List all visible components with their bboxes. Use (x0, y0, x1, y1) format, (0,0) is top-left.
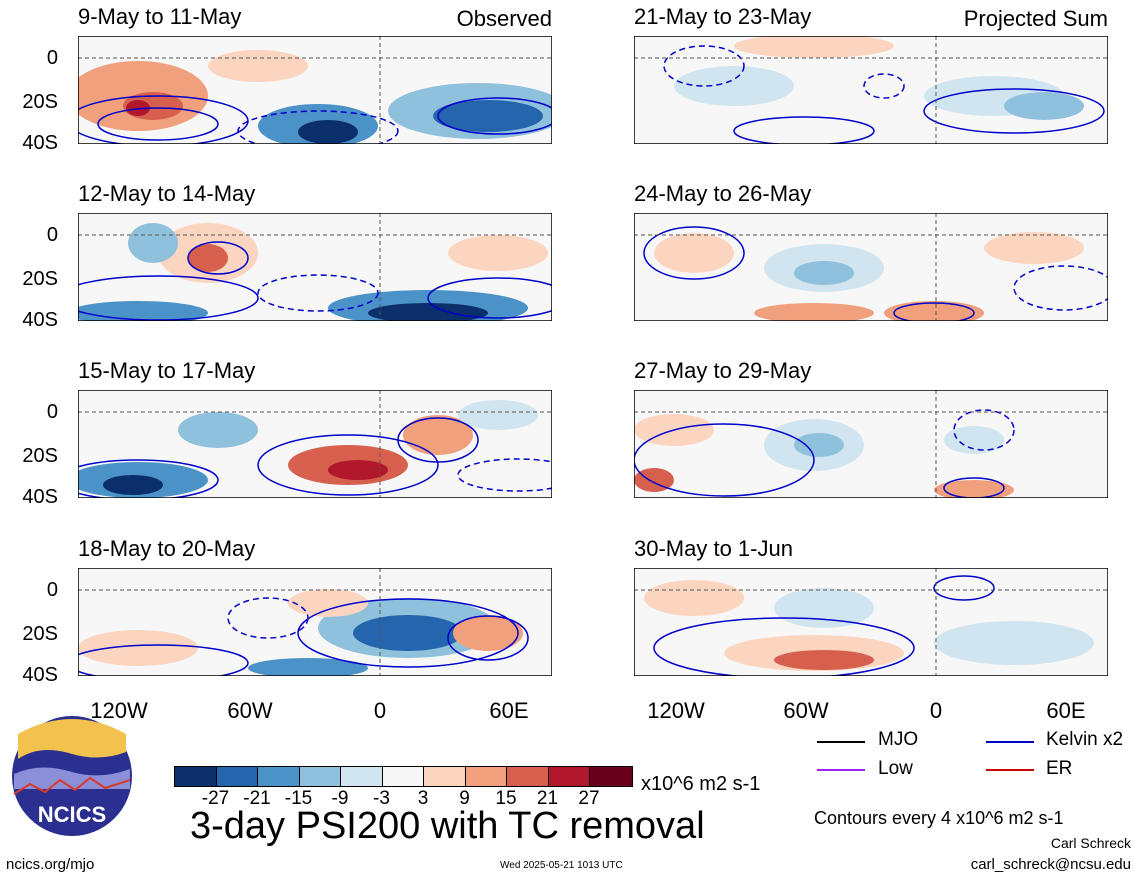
lon-label: 0 (929, 698, 943, 723)
lat-label: 20S (22, 623, 58, 645)
panel-title: 9-May to 11-May (78, 4, 242, 29)
map-field (634, 568, 1108, 676)
map-field (78, 213, 552, 321)
colorbar-tick-label: -15 (284, 788, 313, 809)
panel-title: 15-May to 17-May (78, 358, 256, 383)
map-field (78, 36, 552, 144)
site-link[interactable]: ncics.org/mjo (6, 856, 95, 873)
lat-label: 0 (46, 224, 58, 246)
author: Carl Schreck (1050, 835, 1131, 851)
logo-text: NCICS (37, 802, 107, 827)
panel-left-4: 18-May to 20-May (78, 536, 552, 676)
lon-label: 60W (227, 698, 273, 723)
legend-line-er (986, 769, 1034, 771)
lon-label: 60E (1046, 698, 1086, 723)
panel-label: Projected Sum (963, 6, 1108, 31)
map-field (78, 568, 552, 676)
map-field (634, 390, 1108, 498)
lat-label: 0 (46, 47, 58, 69)
ncics-logo: NCICS (10, 714, 134, 838)
panel-title: 27-May to 29-May (634, 358, 812, 383)
colorbar-box (175, 767, 217, 786)
lon-label: 60E (489, 698, 529, 723)
colorbar-tick-label: -27 (201, 788, 230, 809)
colorbar-box (382, 767, 424, 786)
panel-title: 12-May to 14-May (78, 181, 256, 206)
panel-title: 30-May to 1-Jun (634, 536, 793, 561)
contour-note: Contours every 4 x10^6 m2 s-1 (814, 808, 1064, 828)
colorbar-box (548, 767, 590, 786)
panel-title: 18-May to 20-May (78, 536, 256, 561)
colorbar (174, 766, 633, 787)
colorbar-tick-label: -9 (331, 788, 349, 809)
panel-left-1: 9-May to 11-May Observed (78, 4, 552, 144)
legend-line-mjo (817, 741, 865, 743)
colorbar-box (465, 767, 507, 786)
timestamp: Wed 2025-05-21 1013 UTC (500, 860, 623, 871)
panel-label: Observed (456, 6, 552, 31)
colorbar-box (590, 767, 632, 786)
lon-label: 60W (783, 698, 829, 723)
colorbar-box (341, 767, 383, 786)
colorbar-tick-label: 21 (536, 788, 559, 809)
colorbar-box (258, 767, 300, 786)
colorbar-box (299, 767, 341, 786)
panel-right-1: 21-May to 23-May Projected Sum (634, 4, 1108, 144)
legend-line-low (817, 769, 865, 771)
colorbar-tick-label: 9 (459, 788, 470, 809)
panel-title: 21-May to 23-May (634, 4, 812, 29)
legend-label-mjo: MJO (878, 729, 919, 750)
lon-label: 120W (647, 698, 705, 723)
colorbar-box (424, 767, 466, 786)
lat-label: 20S (22, 445, 58, 467)
panel-right-3: 27-May to 29-May (634, 358, 1108, 498)
main-title: 3-day PSI200 with TC removal (190, 805, 705, 847)
colorbar-tick-label: -3 (373, 788, 390, 809)
legend-line-kelvin (986, 741, 1034, 743)
legend-label-low: Low (878, 758, 913, 779)
lat-label: 20S (22, 91, 58, 113)
panel-title: 24-May to 26-May (634, 181, 812, 206)
colorbar-box (507, 767, 549, 786)
colorbar-tick-label: -21 (243, 788, 271, 809)
panel-right-4: 30-May to 1-Jun (634, 536, 1108, 676)
logo-graphic (12, 716, 132, 836)
lat-label: 40S (22, 486, 58, 508)
panel-right-2: 24-May to 26-May (634, 181, 1108, 321)
colorbar-tick-label: 15 (495, 788, 517, 809)
lat-label: 20S (22, 268, 58, 290)
lat-label: 40S (22, 309, 58, 331)
lon-label: 120W (90, 698, 148, 723)
lat-label: 0 (46, 579, 58, 601)
email: carl_schreck@ncsu.edu (970, 856, 1131, 873)
panel-left-2: 12-May to 14-May (78, 181, 552, 321)
colorbar-box (216, 767, 258, 786)
lat-label: 40S (22, 132, 58, 154)
legend-label-kelvin: Kelvin x2 (1046, 729, 1124, 750)
colorbar-tick-label: 27 (578, 788, 600, 809)
lat-label: 40S (22, 664, 58, 686)
map-field (634, 36, 1108, 144)
map-field (78, 390, 552, 498)
lat-label: 0 (46, 401, 58, 423)
colorbar-units: x10^6 m2 s-1 (641, 773, 761, 795)
colorbar-tick-label: 3 (417, 788, 429, 809)
legend-label-er: ER (1046, 758, 1073, 779)
panel-left-3: 15-May to 17-May (78, 358, 552, 498)
map-field (634, 213, 1108, 321)
lon-label: 0 (373, 698, 387, 723)
